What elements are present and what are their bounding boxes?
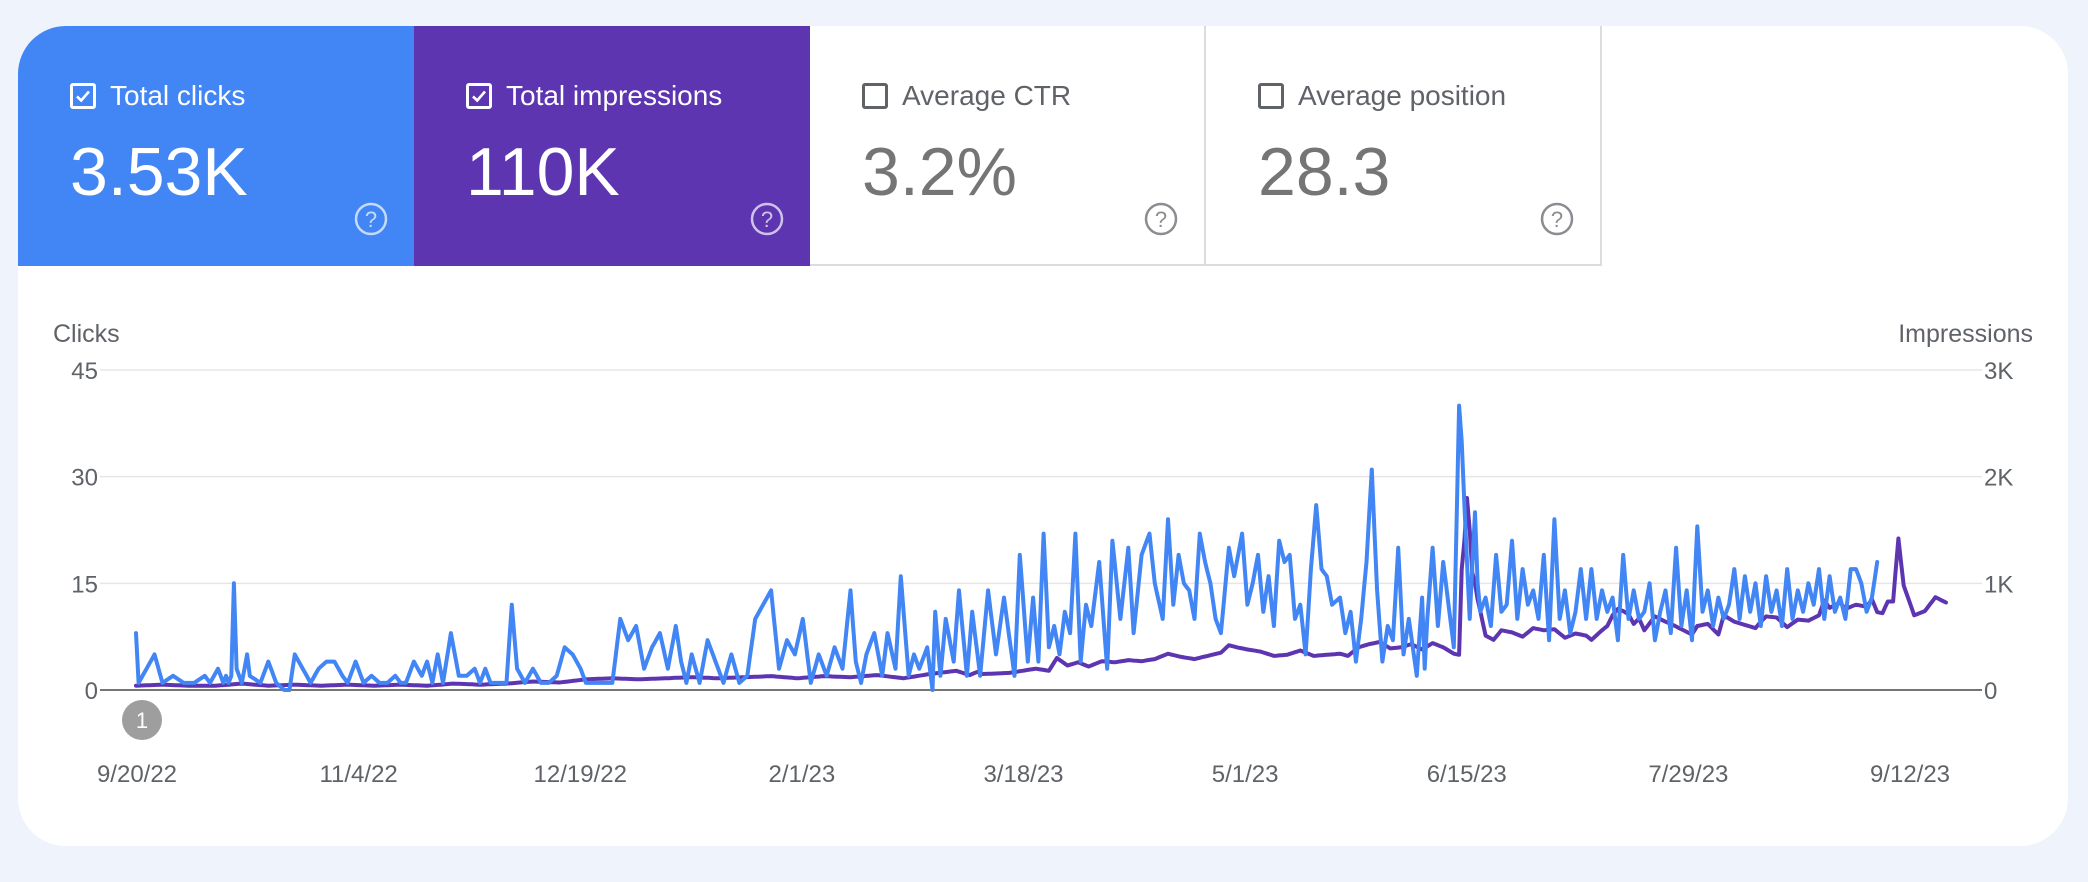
metric-value: 28.3 [1258,134,1391,210]
checkbox-checked-icon[interactable] [466,83,492,109]
metric-header: Total impressions [466,80,722,112]
annotation-marker[interactable]: 1 [122,700,162,740]
metric-header: Average CTR [862,80,1071,112]
metric-label: Total impressions [506,80,723,111]
metric-header: Average position [1258,80,1506,112]
x-tick-label: 2/1/23 [769,761,836,788]
metric-tiles: Total clicks 3.53K ? Total impressions 1… [18,26,1602,266]
svg-text:?: ? [1155,207,1167,232]
svg-text:?: ? [365,207,377,232]
metric-header: Total clicks [70,80,245,112]
y-tick-labels: 45 3K 30 2K 15 1K 0 0 [71,358,2013,705]
metric-value: 110K [466,134,620,210]
annotation-label: 1 [136,708,148,733]
metric-total-impressions[interactable]: Total impressions 110K ? [414,26,810,266]
y-right-tick-label: 0 [1984,678,1997,705]
checkbox-unchecked-icon[interactable] [1258,83,1284,109]
annotation-circle[interactable] [122,700,162,740]
series-lines [134,403,1948,692]
x-tick-label: 3/18/23 [983,761,1063,788]
x-tick-label: 9/12/23 [1870,761,1950,788]
performance-chart[interactable]: Clicks Impressions 45 3K 30 2K 15 1K 0 0 9/20/2… [18,26,2068,846]
checkbox-unchecked-icon[interactable] [862,83,888,109]
y-right-tick-label: 3K [1984,358,2013,385]
x-tick-label: 12/19/22 [534,761,627,788]
svg-text:?: ? [761,207,773,232]
metric-label: Total clicks [110,80,246,111]
y-left-tick-label: 45 [71,358,98,385]
x-tick-label: 9/20/22 [97,761,177,788]
x-tick-labels: 9/20/22 11/4/22 12/19/22 2/1/23 3/18/23 5/1/2… [97,761,1950,788]
x-tick-label: 5/1/23 [1212,761,1279,788]
series-line-clicks [134,403,1880,692]
x-tick-label: 7/29/23 [1648,761,1728,788]
metric-average-position[interactable]: Average position 28.3 ? [1206,26,1602,266]
metric-label: Average CTR [902,80,1072,111]
metric-label: Average position [1298,80,1507,111]
metric-value: 3.53K [70,134,248,210]
x-tick-label: 6/15/23 [1427,761,1507,788]
x-tick-label: 11/4/22 [319,761,397,788]
help-icon[interactable]: ? [1144,202,1178,236]
y-right-tick-label: 2K [1984,465,2013,492]
y-left-axis-label: Clicks [53,320,120,348]
help-icon[interactable]: ? [1540,202,1574,236]
help-icon[interactable]: ? [354,202,388,236]
metric-total-clicks[interactable]: Total clicks 3.53K ? [18,26,414,266]
metric-value: 3.2% [862,134,1017,210]
performance-card: Total clicks 3.53K ? Total impressions 1… [18,26,2068,846]
series-line-impressions [134,496,1948,688]
help-icon[interactable]: ? [750,202,784,236]
metric-average-ctr[interactable]: Average CTR 3.2% ? [810,26,1206,266]
svg-text:?: ? [1551,207,1563,232]
y-right-axis-label: Impressions [1898,320,2033,348]
y-left-tick-label: 15 [71,571,98,598]
checkbox-checked-icon[interactable] [70,83,96,109]
y-right-tick-label: 1K [1984,571,2013,598]
y-left-tick-label: 0 [85,678,98,705]
y-left-tick-label: 30 [71,465,98,492]
